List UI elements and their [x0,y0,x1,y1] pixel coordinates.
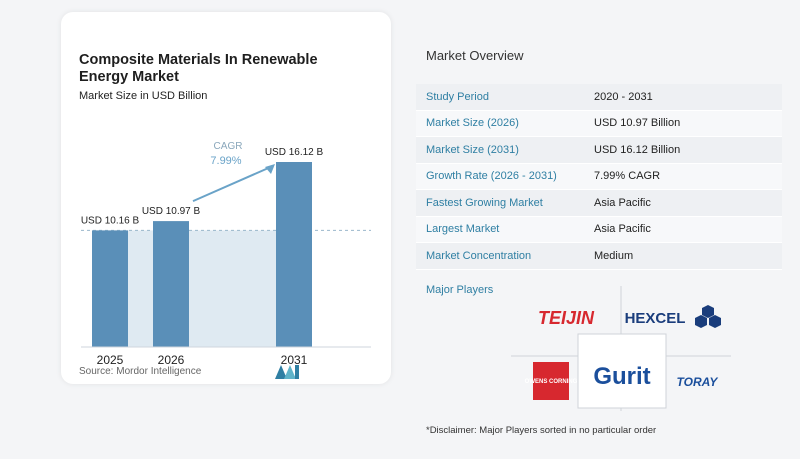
overview-row: Market Size (2026) USD 10.97 Billion [416,110,782,137]
overview-label: Market Size (2026) [426,117,519,130]
bar-2031 [276,162,312,347]
source-note: Source: Mordor Intelligence [79,366,202,377]
cagr-label: CAGR [214,141,243,152]
tick-label-2026: 2026 [158,353,185,367]
data-label-2026: USD 10.97 B [142,206,201,217]
disclaimer-note: *Disclaimer: Major Players sorted in no … [426,425,657,436]
overview-value: USD 10.97 Billion [594,117,681,130]
overview-label: Growth Rate (2026 - 2031) [426,170,557,183]
hexcel-logo: HEXCEL [625,310,686,327]
cagr-value: 7.99% [210,155,241,167]
bar-2025 [92,230,128,347]
overview-value: USD 16.12 Billion [594,143,681,156]
market-overview-panel: Market Overview Study Period 2020 - 2031 … [416,0,800,459]
overview-label: Largest Market [426,223,500,236]
bar-chart: USD 10.16 B 2025 USD 10.97 B 2026 USD 16.12 … [81,141,371,367]
tick-label-2025: 2025 [97,353,124,367]
cagr-arrow-line [192,165,274,203]
chart-title: Composite Materials In Renewable Energy … [79,52,318,85]
overview-title: Market Overview [426,48,524,63]
major-players-logos: TEIJIN HEXCEL OWENS CORNING Gurit TORAY [511,286,731,411]
overview-label: Market Concentration [426,249,532,262]
overview-value: 7.99% CAGR [594,170,661,183]
gurit-logo: Gurit [593,363,650,390]
overview-label: Market Size (2031) [426,143,519,156]
overview-value: 2020 - 2031 [594,90,653,103]
overview-value: Medium [594,249,634,262]
mordor-logo-icon [275,365,299,379]
overview-row: Market Size (2031) USD 16.12 Billion [416,137,782,164]
chart-card: Composite Materials In Renewable Energy … [61,12,391,384]
overview-label: Fastest Growing Market [426,196,543,209]
cagr-arrow-head-icon [265,164,275,174]
chart-subtitle: Market Size in USD Billion [79,90,208,102]
overview-row: Largest Market Asia Pacific [416,216,782,243]
overview-value: Asia Pacific [594,196,651,209]
hexcel-hexagons-icon [695,305,721,328]
overview-label: Study Period [426,90,489,103]
major-players-label: Major Players [426,284,494,296]
bar-2026 [153,221,189,347]
owens-corning-text: OWENS CORNING [525,379,578,385]
toray-logo: TORAY [677,375,719,389]
overview-row: Fastest Growing Market Asia Pacific [416,190,782,217]
overview-row: Study Period 2020 - 2031 [416,84,782,111]
owens-corning-logo [533,362,569,400]
data-label-2031: USD 16.12 B [265,147,324,158]
data-label-2025: USD 10.16 B [81,215,140,226]
teijin-logo: TEIJIN [538,308,595,328]
overview-row: Market Concentration Medium [416,243,782,270]
overview-value: Asia Pacific [594,223,651,236]
gurit-box [577,333,667,409]
overview-row: Growth Rate (2026 - 2031) 7.99% CAGR [416,163,782,190]
tick-label-2031: 2031 [281,353,308,367]
overview-table: Study Period 2020 - 2031 Market Size (202… [416,84,782,270]
